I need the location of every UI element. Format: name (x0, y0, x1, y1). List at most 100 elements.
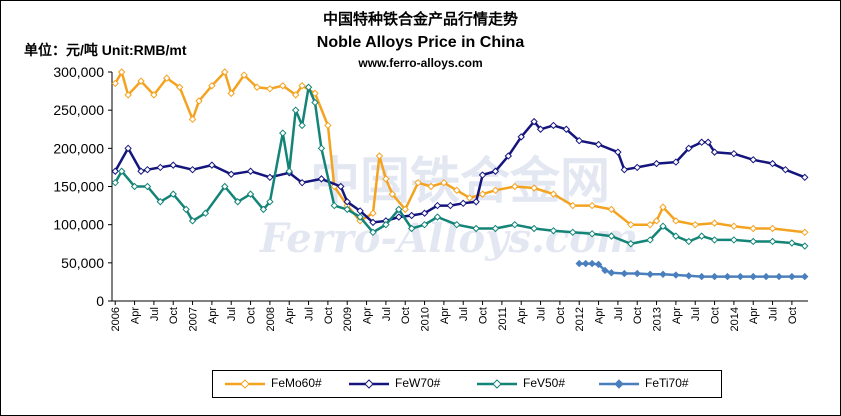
data-point-feti70 (788, 272, 796, 281)
data-point-few70 (685, 144, 693, 153)
data-point-femo60 (208, 82, 216, 90)
data-point-femo60 (311, 89, 319, 98)
data-point-femo60 (691, 220, 699, 229)
data-point-few70 (768, 159, 777, 168)
data-point-femo60 (659, 203, 667, 211)
x-tick-label: Apr (130, 307, 142, 324)
data-point-few70 (478, 171, 487, 179)
data-point-few70 (633, 163, 641, 172)
series-line-femo60 (114, 70, 805, 234)
x-tick-label: Oct (246, 307, 258, 324)
x-tick-label: Jul (381, 307, 393, 321)
data-point-femo60 (549, 190, 558, 198)
data-point-feti70 (581, 259, 590, 268)
data-point-femo60 (117, 68, 126, 76)
y-tick-labels: 0 50,000 100,000 150,000 200,000 250,000 300,0… (53, 64, 104, 309)
y-tick-label: 100,000 (53, 217, 104, 233)
data-point-fev50 (659, 222, 667, 230)
series-few70 (111, 117, 809, 227)
data-point-femo60 (175, 83, 184, 91)
data-point-femo60 (453, 186, 461, 195)
data-point-feti70 (685, 272, 693, 280)
x-tick-label: Jul (690, 307, 702, 321)
data-point-fev50 (311, 98, 319, 107)
data-point-few70 (472, 198, 480, 206)
data-point-fev50 (356, 213, 364, 221)
data-point-femo60 (401, 205, 409, 214)
data-point-fev50 (672, 232, 680, 240)
data-point-femo60 (291, 91, 300, 99)
x-tick-labels: 2006 Apr Jul Oct 2007 Apr Jul Oct 2008 Apr Jul Oct 2… (110, 307, 799, 332)
data-point-few70 (156, 163, 165, 172)
data-point-few70 (672, 158, 680, 166)
y-tick-label: 200,000 (53, 140, 104, 156)
data-point-fev50 (221, 182, 229, 191)
data-point-femo60 (530, 184, 538, 192)
x-tick-label: Apr (284, 307, 296, 324)
x-tick-label: 2011 (497, 307, 509, 331)
data-point-femo60 (465, 194, 474, 202)
x-tick-label: Oct (710, 307, 722, 324)
data-point-femo60 (588, 201, 596, 210)
data-point-few70 (459, 199, 467, 208)
data-point-femo60 (369, 209, 377, 217)
data-point-fev50 (407, 224, 416, 233)
chart-website: www.ferro-alloys.com (358, 56, 483, 70)
data-point-fev50 (549, 227, 558, 235)
x-tick-label: 2008 (265, 307, 277, 331)
data-point-fev50 (685, 237, 693, 246)
data-point-femo60 (324, 121, 332, 130)
data-point-femo60 (749, 224, 757, 233)
data-point-fev50 (317, 144, 326, 153)
data-point-fev50 (730, 236, 738, 244)
data-point-few70 (395, 213, 403, 221)
x-tick-label: Apr (748, 307, 760, 324)
watermark-en: Ferro-Alloys.com (259, 215, 638, 262)
data-point-feti70 (607, 269, 616, 277)
data-point-few70 (749, 156, 757, 164)
x-tick-label: Jul (458, 307, 470, 321)
data-point-fev50 (343, 205, 351, 214)
x-tick-label: Oct (555, 307, 567, 324)
data-point-femo60 (627, 220, 635, 229)
data-point-fev50 (382, 220, 390, 229)
data-point-fev50 (188, 217, 197, 225)
data-point-few70 (337, 182, 345, 191)
data-point-feti70 (601, 266, 609, 275)
data-point-few70 (446, 201, 455, 210)
legend-swatch (599, 379, 639, 389)
x-tick-label: Apr (671, 307, 683, 324)
x-tick-label: 2007 (188, 307, 200, 331)
data-point-femo60 (298, 82, 306, 90)
data-point-femo60 (382, 175, 390, 183)
data-point-few70 (188, 165, 197, 174)
legend-label: FeMo60# (271, 376, 322, 390)
data-point-fev50 (156, 198, 165, 206)
data-point-feti70 (775, 272, 783, 281)
data-point-few70 (536, 125, 545, 133)
y-tick-label: 300,000 (53, 64, 104, 80)
data-point-fev50 (169, 190, 177, 198)
data-point-fev50 (111, 178, 119, 187)
data-point-few70 (575, 136, 583, 145)
x-tick-label: Oct (400, 307, 412, 324)
x-tick-label: 2009 (342, 307, 354, 331)
data-point-femo60 (801, 228, 809, 237)
data-point-fev50 (801, 242, 809, 250)
data-point-few70 (562, 125, 571, 133)
data-point-few70 (801, 173, 809, 182)
legend-label: FeTi70# (645, 376, 689, 390)
data-point-fev50 (749, 237, 757, 246)
data-point-feti70 (620, 269, 629, 278)
data-point-fev50 (143, 182, 152, 191)
data-point-femo60 (227, 89, 235, 98)
data-point-femo60 (672, 217, 680, 225)
x-tick-label: Apr (516, 307, 528, 324)
data-point-femo60 (607, 205, 616, 214)
x-tick-label: 2012 (574, 307, 586, 331)
data-point-fev50 (588, 230, 596, 238)
data-point-fev50 (369, 228, 377, 237)
data-point-fev50 (266, 198, 274, 206)
data-point-femo60 (440, 178, 448, 187)
